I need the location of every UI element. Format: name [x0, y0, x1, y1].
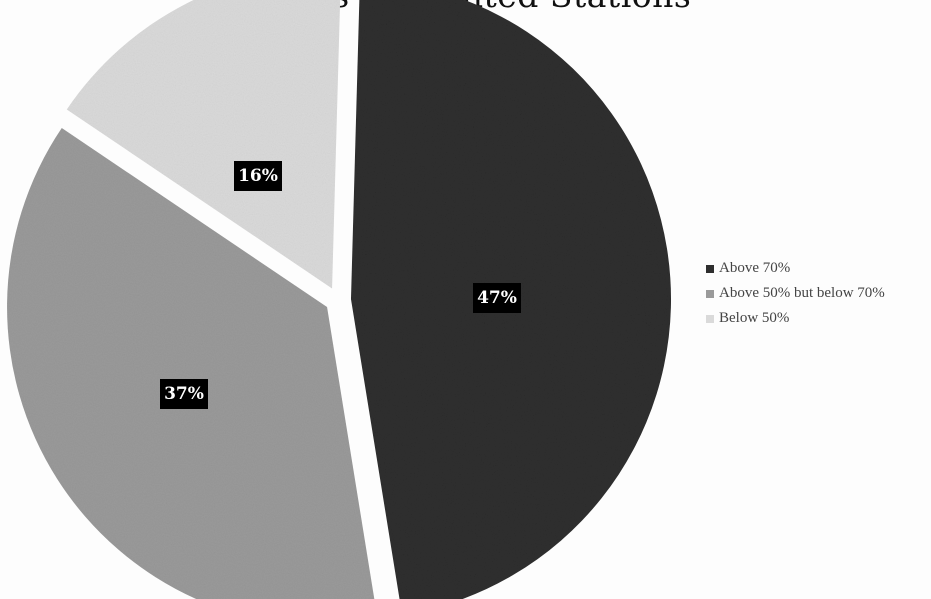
- pie-slice-below-50: [66, 0, 341, 289]
- legend-item-above-70: Above 70%: [706, 256, 885, 281]
- legend-item-50-to-70: Above 50% but below 70%: [706, 281, 885, 306]
- pie-slice-50-to-70: [7, 128, 375, 599]
- legend-swatch-50-to-70: [706, 289, 714, 298]
- legend-label-50-to-70: Above 50% but below 70%: [719, 285, 885, 301]
- data-label-below-50: 16%: [234, 161, 282, 191]
- legend-label-above-70: Above 70%: [719, 260, 791, 276]
- chart-legend: Above 70% Above 50% but below 70% Below …: [706, 256, 885, 331]
- legend-item-below-50: Below 50%: [706, 306, 885, 331]
- legend-label-below-50: Below 50%: [719, 310, 790, 326]
- data-label-above-70: 47%: [473, 283, 521, 313]
- data-label-50-to-70: 37%: [160, 379, 208, 409]
- legend-swatch-above-70: [706, 264, 714, 273]
- legend-swatch-below-50: [706, 314, 714, 323]
